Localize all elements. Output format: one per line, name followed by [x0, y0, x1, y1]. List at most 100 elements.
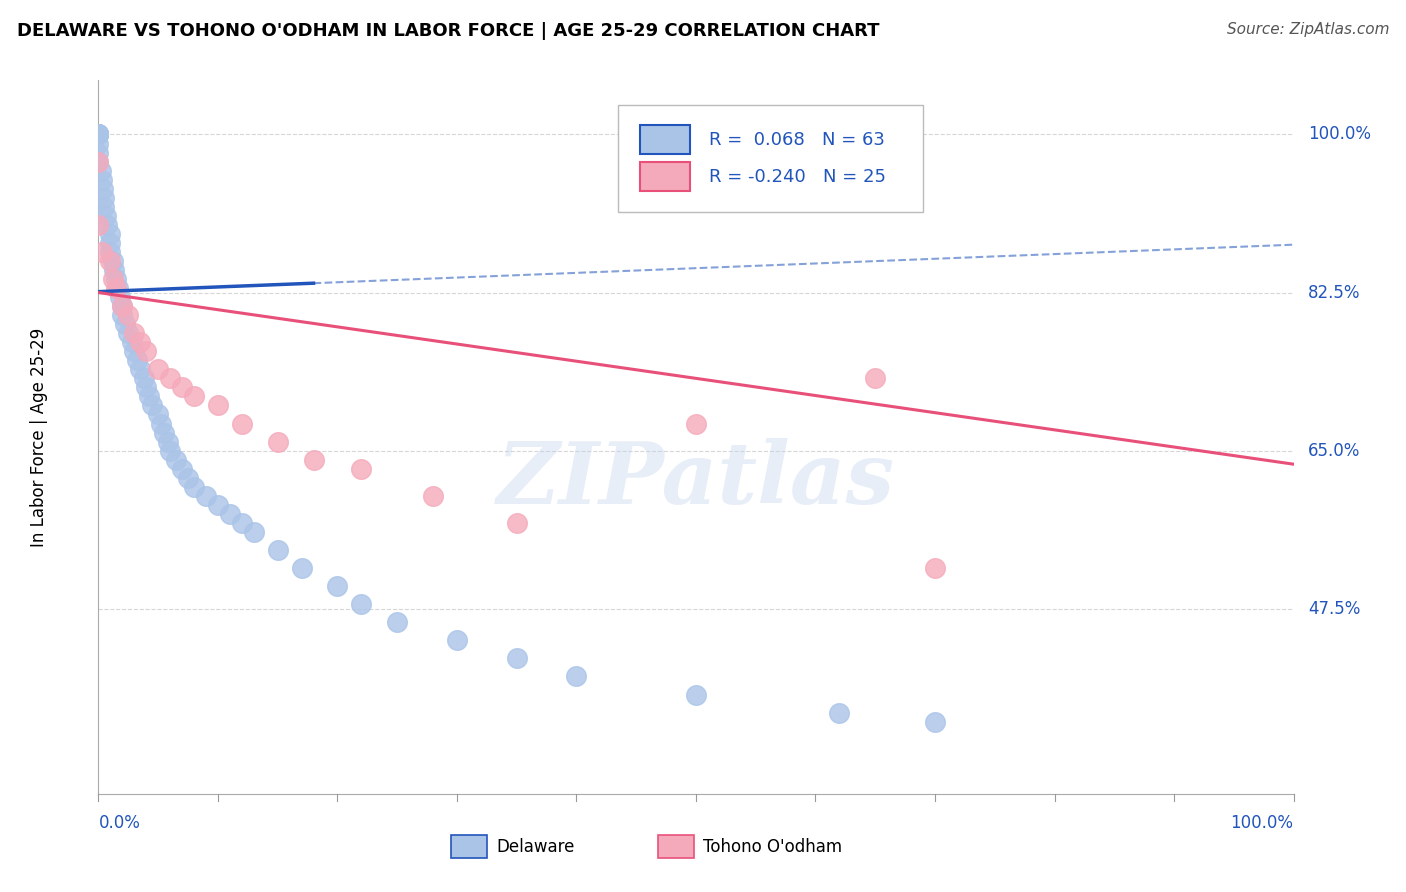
Point — [506, 651, 529, 665]
Point — [153, 425, 176, 440]
Bar — [451, 835, 486, 858]
Point — [148, 362, 170, 376]
Point — [385, 615, 409, 630]
Point — [96, 218, 118, 232]
Point — [231, 417, 253, 431]
Bar — [640, 162, 690, 191]
FancyBboxPatch shape — [619, 105, 922, 212]
Point — [117, 308, 139, 322]
Point — [87, 154, 110, 169]
Text: 82.5%: 82.5% — [1308, 284, 1361, 301]
Point — [828, 706, 851, 720]
Point — [91, 182, 114, 196]
Point — [135, 344, 157, 359]
Point — [183, 480, 205, 494]
Point — [129, 362, 152, 376]
Point — [924, 561, 946, 575]
Point — [138, 389, 160, 403]
Point — [90, 163, 112, 178]
Point — [87, 145, 110, 160]
Point — [350, 461, 373, 475]
Point — [148, 408, 170, 422]
Point — [91, 244, 114, 259]
Text: In Labor Force | Age 25-29: In Labor Force | Age 25-29 — [30, 327, 48, 547]
Point — [121, 335, 143, 350]
Point — [124, 326, 146, 341]
Point — [685, 688, 707, 702]
Point — [87, 128, 110, 142]
Point — [865, 371, 887, 385]
Text: R =  0.068   N = 63: R = 0.068 N = 63 — [709, 130, 884, 148]
Text: Delaware: Delaware — [496, 838, 575, 855]
Bar — [640, 125, 690, 153]
Point — [924, 714, 946, 729]
Point — [93, 200, 115, 214]
Point — [98, 235, 122, 250]
Point — [183, 389, 205, 403]
Point — [177, 471, 200, 485]
Point — [94, 209, 117, 223]
Point — [125, 353, 148, 368]
Point — [101, 254, 124, 268]
Point — [87, 128, 110, 142]
Point — [350, 597, 373, 611]
Point — [165, 452, 187, 467]
Point — [159, 371, 181, 385]
Point — [149, 417, 172, 431]
Point — [446, 633, 468, 648]
Point — [87, 128, 110, 142]
Point — [141, 399, 163, 413]
Point — [101, 272, 124, 286]
Point — [207, 498, 229, 512]
Point — [156, 434, 179, 449]
Point — [302, 452, 325, 467]
Point — [506, 516, 529, 530]
Point — [172, 380, 194, 394]
Point — [91, 172, 114, 186]
Text: 0.0%: 0.0% — [98, 814, 141, 831]
Point — [111, 299, 134, 313]
Point — [93, 191, 115, 205]
Point — [685, 417, 707, 431]
Text: 100.0%: 100.0% — [1230, 814, 1294, 831]
Text: Tohono O'odham: Tohono O'odham — [703, 838, 842, 855]
Point — [105, 281, 128, 295]
Point — [195, 489, 218, 503]
Point — [291, 561, 314, 575]
Point — [422, 489, 444, 503]
Point — [98, 244, 122, 259]
Point — [267, 543, 290, 558]
Point — [124, 344, 146, 359]
Text: DELAWARE VS TOHONO O'ODHAM IN LABOR FORCE | AGE 25-29 CORRELATION CHART: DELAWARE VS TOHONO O'ODHAM IN LABOR FORC… — [17, 22, 879, 40]
Point — [565, 669, 588, 683]
Point — [107, 281, 129, 295]
Point — [114, 317, 136, 331]
Point — [326, 579, 349, 593]
Point — [103, 263, 125, 277]
Text: 47.5%: 47.5% — [1308, 599, 1360, 617]
Point — [159, 443, 181, 458]
Text: R = -0.240   N = 25: R = -0.240 N = 25 — [709, 168, 886, 186]
Point — [87, 128, 110, 142]
Point — [87, 128, 110, 142]
Point — [172, 461, 194, 475]
Point — [243, 524, 266, 539]
Point — [98, 254, 122, 268]
Point — [111, 299, 134, 313]
Point — [111, 308, 134, 322]
Point — [219, 507, 242, 521]
Text: 100.0%: 100.0% — [1308, 126, 1371, 144]
Point — [129, 335, 152, 350]
Text: Source: ZipAtlas.com: Source: ZipAtlas.com — [1226, 22, 1389, 37]
Point — [132, 371, 155, 385]
Point — [267, 434, 290, 449]
Point — [108, 290, 131, 304]
Bar — [658, 835, 693, 858]
Point — [105, 272, 128, 286]
Point — [117, 326, 139, 341]
Point — [87, 128, 110, 142]
Point — [87, 128, 110, 142]
Point — [87, 136, 110, 151]
Text: ZIPatlas: ZIPatlas — [496, 438, 896, 522]
Point — [98, 227, 122, 241]
